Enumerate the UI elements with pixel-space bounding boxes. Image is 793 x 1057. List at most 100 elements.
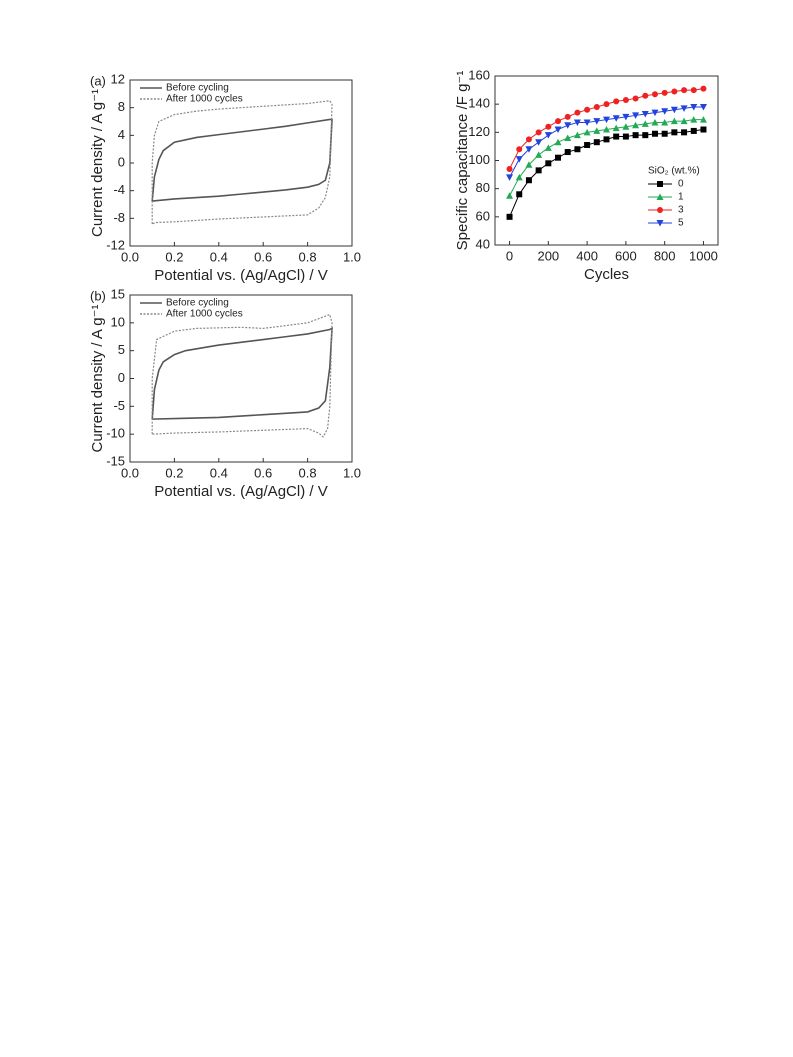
x-tick-label: 0.0 bbox=[121, 465, 139, 480]
marker bbox=[680, 105, 688, 112]
y-tick-label: -15 bbox=[106, 453, 125, 468]
marker bbox=[506, 213, 513, 220]
x-tick-label: 0.0 bbox=[121, 249, 139, 264]
y-tick-label: 0 bbox=[118, 370, 125, 385]
marker bbox=[535, 167, 542, 174]
marker bbox=[657, 207, 663, 213]
x-tick-label: 0.6 bbox=[254, 465, 272, 480]
marker bbox=[593, 139, 600, 146]
y-tick-label: 60 bbox=[476, 208, 490, 223]
y-tick-label: 15 bbox=[111, 286, 125, 301]
marker bbox=[681, 87, 688, 94]
marker bbox=[632, 121, 640, 129]
marker bbox=[525, 146, 533, 153]
marker bbox=[690, 87, 697, 94]
marker bbox=[515, 173, 523, 181]
marker bbox=[574, 109, 581, 116]
x-tick-label: 1.0 bbox=[343, 465, 361, 480]
x-tick-label: 800 bbox=[654, 248, 676, 263]
marker bbox=[670, 106, 678, 114]
marker bbox=[670, 117, 678, 125]
marker bbox=[573, 131, 581, 139]
marker bbox=[544, 144, 552, 151]
marker bbox=[699, 116, 707, 123]
y-axis-label: Current density / A g⁻¹ bbox=[89, 305, 106, 453]
marker bbox=[593, 118, 601, 125]
marker bbox=[657, 181, 663, 187]
x-axis-label: Potential vs. (Ag/AgCl) / V bbox=[154, 483, 327, 500]
y-tick-label: 5 bbox=[118, 342, 125, 357]
marker bbox=[506, 192, 514, 199]
marker bbox=[622, 133, 629, 140]
marker bbox=[690, 127, 697, 134]
x-tick-label: 0 bbox=[506, 248, 513, 263]
marker bbox=[535, 151, 543, 158]
marker bbox=[641, 120, 649, 127]
x-tick-label: 0.6 bbox=[254, 249, 272, 264]
y-tick-label: 80 bbox=[476, 180, 490, 195]
marker bbox=[593, 103, 600, 110]
y-tick-label: 40 bbox=[476, 236, 490, 251]
y-tick-label: 120 bbox=[468, 124, 490, 139]
cv-curve bbox=[151, 118, 333, 202]
marker bbox=[612, 124, 620, 132]
marker bbox=[525, 177, 532, 184]
legend-label: Before cycling bbox=[166, 83, 229, 94]
cv-curve bbox=[151, 100, 333, 225]
plot-frame bbox=[129, 79, 353, 247]
marker bbox=[641, 111, 649, 118]
marker bbox=[661, 89, 668, 96]
marker bbox=[661, 108, 669, 115]
legend-title: SiO₂ (wt.%) bbox=[648, 166, 700, 177]
marker bbox=[545, 123, 552, 130]
panel-label: (b) bbox=[90, 288, 106, 303]
cv-curve bbox=[151, 327, 333, 420]
x-tick-label: 1.0 bbox=[343, 249, 361, 264]
marker bbox=[661, 130, 668, 137]
y-axis-label: Specific capacitance /F g⁻¹ bbox=[454, 71, 471, 251]
panel-label: (a) bbox=[90, 73, 106, 88]
x-tick-label: 200 bbox=[537, 248, 559, 263]
marker bbox=[544, 132, 552, 139]
marker bbox=[642, 92, 649, 99]
plot-frame bbox=[129, 294, 353, 463]
marker bbox=[525, 161, 533, 168]
legend-label: Before cycling bbox=[166, 298, 229, 309]
y-tick-label: 100 bbox=[468, 152, 490, 167]
marker bbox=[680, 117, 688, 125]
marker bbox=[603, 116, 610, 124]
marker bbox=[564, 122, 572, 129]
marker bbox=[671, 129, 678, 136]
marker bbox=[525, 136, 532, 143]
y-tick-label: 140 bbox=[468, 96, 490, 111]
x-tick-label: 400 bbox=[576, 248, 598, 263]
marker bbox=[681, 129, 688, 136]
marker bbox=[584, 106, 591, 113]
marker bbox=[564, 134, 572, 141]
x-tick-label: 0.8 bbox=[299, 249, 317, 264]
marker bbox=[632, 95, 639, 102]
marker bbox=[506, 174, 514, 181]
marker bbox=[651, 91, 658, 98]
marker bbox=[535, 139, 543, 146]
y-tick-label: 0 bbox=[118, 154, 125, 169]
y-axis-label: Current density / A g⁻¹ bbox=[89, 89, 106, 237]
marker bbox=[573, 119, 581, 126]
marker bbox=[603, 101, 610, 108]
marker bbox=[642, 132, 649, 139]
x-tick-label: 0.8 bbox=[299, 465, 317, 480]
x-tick-label: 0.2 bbox=[165, 249, 183, 264]
marker bbox=[622, 96, 629, 103]
marker bbox=[555, 154, 562, 161]
marker bbox=[516, 191, 523, 198]
marker bbox=[593, 127, 601, 134]
marker bbox=[613, 98, 620, 105]
legend-label: 5 bbox=[678, 218, 684, 229]
legend-label: 1 bbox=[678, 192, 684, 203]
marker bbox=[622, 123, 630, 130]
y-tick-label: 8 bbox=[118, 99, 125, 114]
y-tick-label: 10 bbox=[111, 314, 125, 329]
y-tick-label: 160 bbox=[468, 67, 490, 82]
marker bbox=[690, 103, 698, 111]
marker bbox=[545, 160, 552, 167]
